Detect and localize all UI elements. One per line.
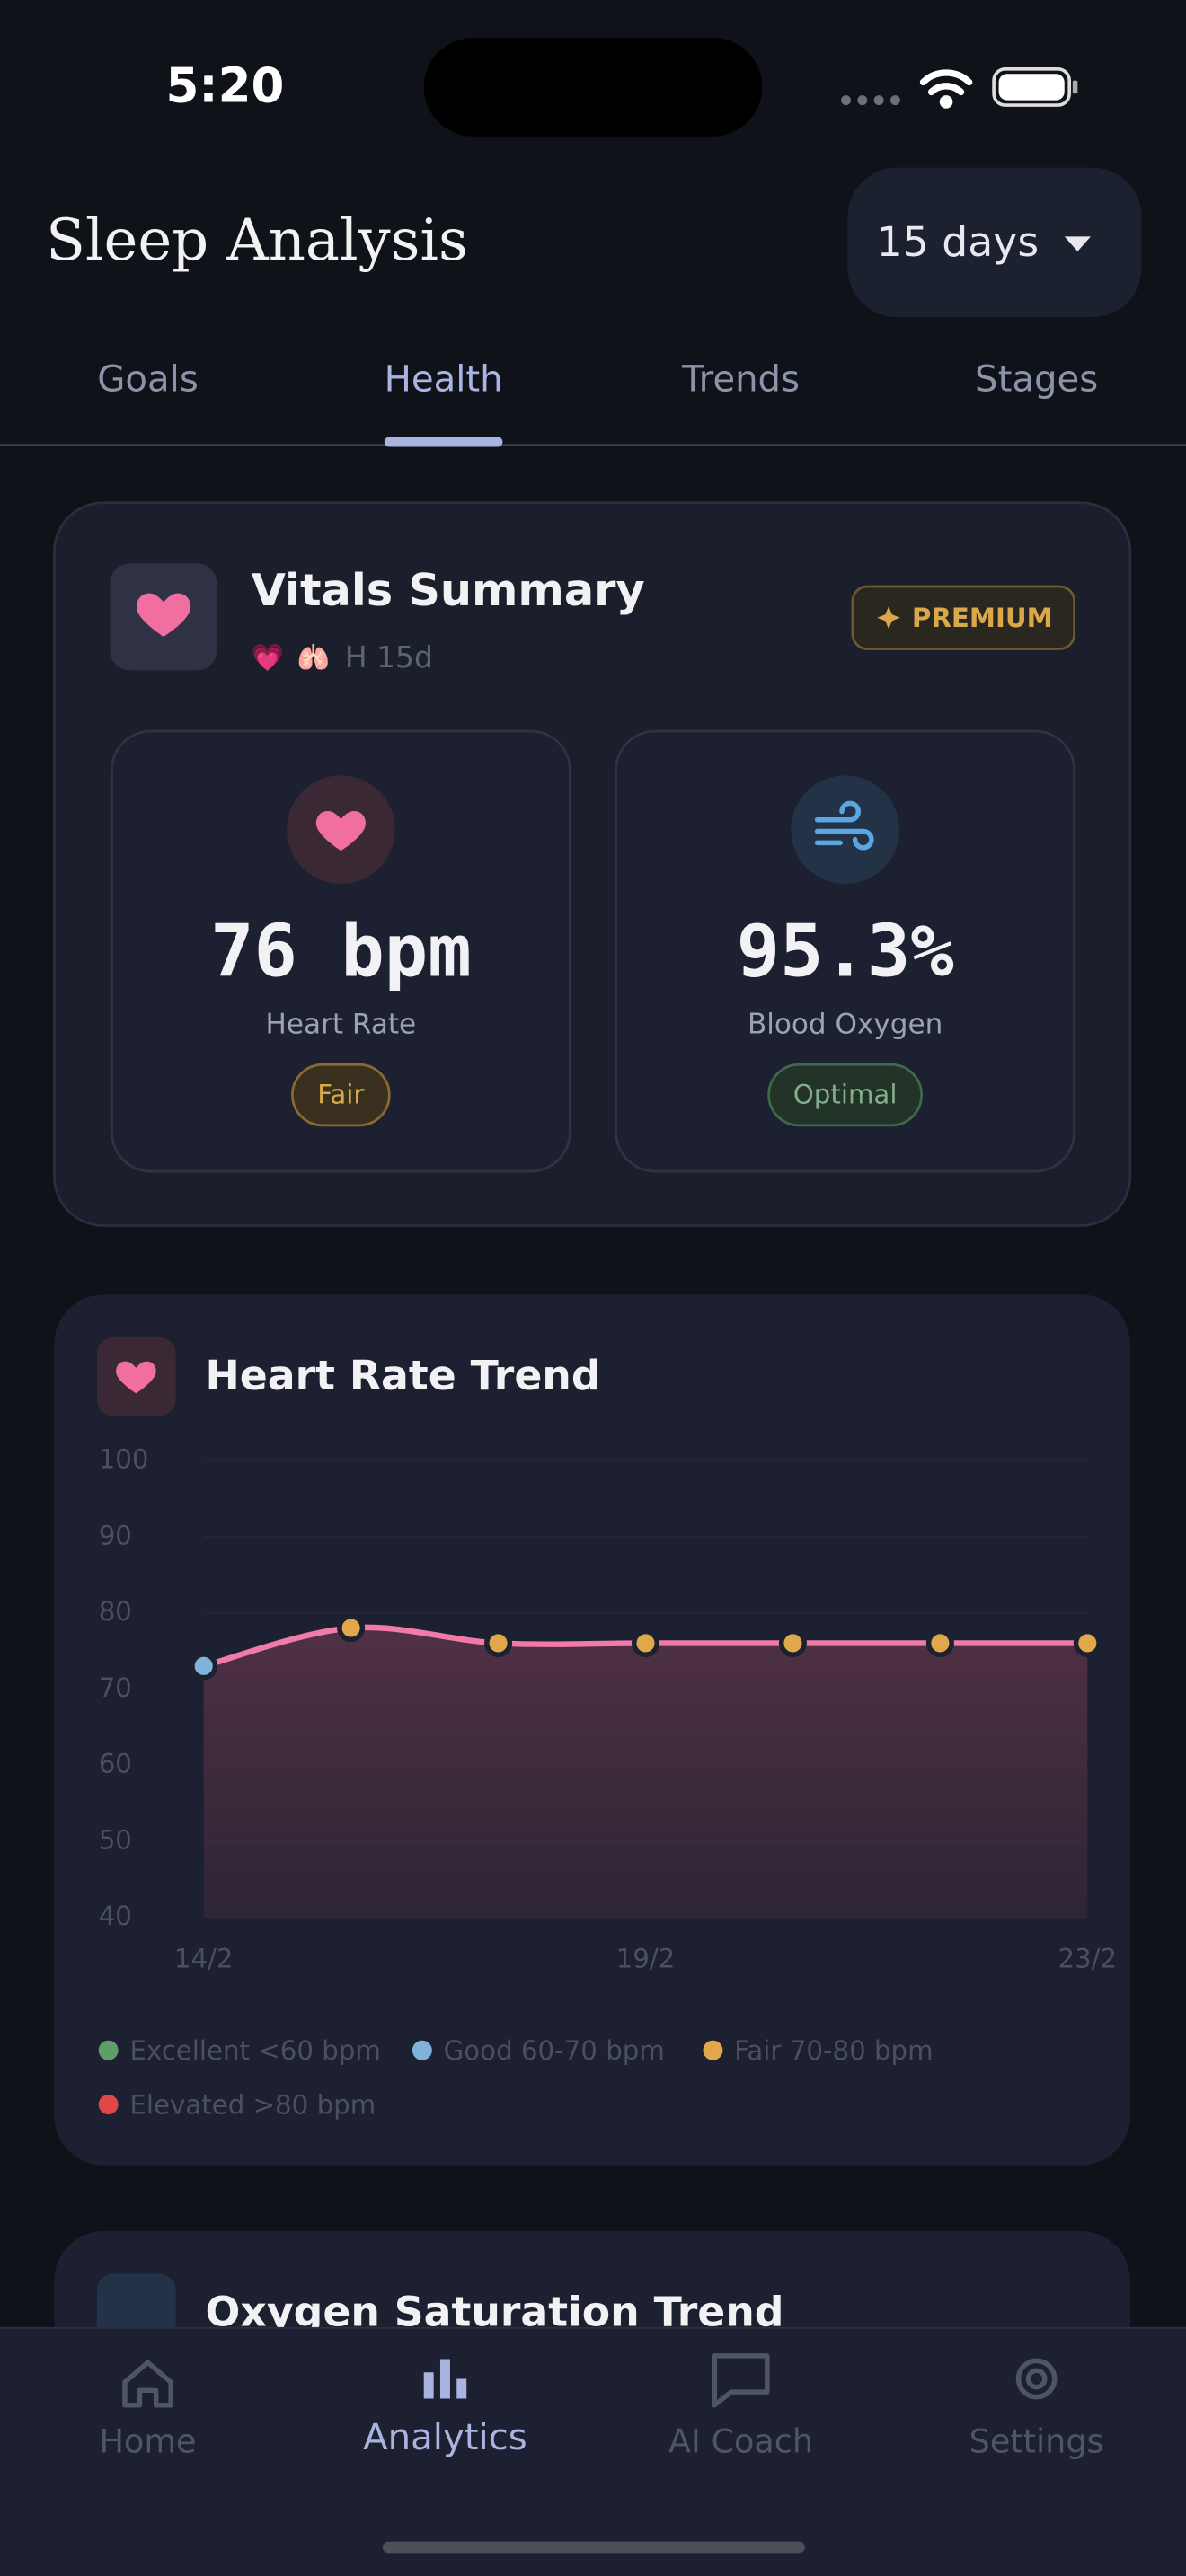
metric-value: 95.3% xyxy=(737,908,954,992)
oxygen-icon-box xyxy=(96,2273,176,2328)
data-point xyxy=(778,1628,807,1657)
home-indicator xyxy=(382,2541,805,2554)
nav-label[interactable]: Settings xyxy=(969,2422,1104,2460)
sparkle-icon xyxy=(877,605,900,630)
tab-label[interactable]: Goals xyxy=(97,358,199,400)
x-tick-label: 19/2 xyxy=(616,1944,676,1974)
y-tick-label: 40 xyxy=(99,1901,132,1931)
vitals-icon: 🫁 xyxy=(297,642,330,673)
legend-label: Excellent <60 bpm xyxy=(129,2035,380,2066)
metric-label: Blood Oxygen xyxy=(748,1008,943,1040)
y-tick-label: 80 xyxy=(99,1596,132,1627)
y-tick-label: 50 xyxy=(99,1824,132,1855)
vitals-icon: 💗 xyxy=(252,642,285,673)
x-tick-label: 14/2 xyxy=(174,1944,234,1974)
nav-icon[interactable] xyxy=(122,2360,173,2408)
range-dropdown[interactable]: 15 days xyxy=(847,167,1142,318)
legend-swatch xyxy=(703,2040,723,2060)
data-point xyxy=(337,1613,366,1643)
legend-label: Elevated >80 bpm xyxy=(129,2089,376,2120)
dynamic-island xyxy=(423,38,763,137)
data-point xyxy=(484,1628,513,1657)
nav-bar xyxy=(0,2327,1186,2576)
metric-label: Heart Rate xyxy=(266,1008,417,1040)
legend-swatch xyxy=(98,2040,119,2060)
y-tick-label: 60 xyxy=(99,1749,132,1779)
nav-label[interactable]: AI Coach xyxy=(668,2422,813,2460)
page-title: Sleep Analysis xyxy=(46,207,468,274)
metric-card xyxy=(110,729,571,1173)
area-fill xyxy=(203,1627,1088,1918)
y-tick-label: 100 xyxy=(99,1444,149,1475)
wifi-icon xyxy=(919,69,973,109)
battery-icon xyxy=(992,66,1078,107)
nav-label[interactable]: Analytics xyxy=(363,2417,527,2458)
tab-label[interactable]: Trends xyxy=(681,358,800,400)
y-tick-label: 70 xyxy=(99,1672,132,1703)
chart-title: Heart Rate Trend xyxy=(206,1352,601,1399)
data-point xyxy=(925,1628,954,1657)
vitals-title: Vitals Summary xyxy=(252,564,645,616)
dropdown-label[interactable]: 15 days xyxy=(877,218,1040,266)
nav-icon[interactable] xyxy=(423,2359,467,2399)
nav-icon[interactable] xyxy=(1015,2358,1058,2400)
legend-swatch xyxy=(98,2095,119,2115)
vitals-subtitle: H 15d xyxy=(345,640,433,675)
premium-label: PREMIUM xyxy=(912,603,1053,633)
wind-icon xyxy=(814,800,874,851)
legend-swatch xyxy=(412,2040,432,2060)
legend-label: Fair 70-80 bpm xyxy=(734,2035,933,2066)
nav-label[interactable]: Home xyxy=(100,2422,197,2460)
status-label: Fair xyxy=(317,1079,365,1109)
status-time: 5:20 xyxy=(166,57,285,113)
oxygen-card-title: Oxygen Saturation Trend xyxy=(206,2289,784,2336)
dropdown-caret[interactable] xyxy=(1064,236,1091,251)
oxygen-card xyxy=(54,2230,1130,2328)
data-point xyxy=(190,1652,218,1681)
premium-badge xyxy=(851,585,1076,650)
data-point xyxy=(1073,1628,1102,1657)
legend-label: Good 60-70 bpm xyxy=(444,2035,665,2066)
tab-label[interactable]: Health xyxy=(385,358,503,400)
signal-icon xyxy=(841,95,900,106)
data-point xyxy=(631,1628,660,1657)
metric-card xyxy=(615,729,1076,1173)
tab-label[interactable]: Stages xyxy=(975,358,1098,400)
nav-icon[interactable] xyxy=(712,2353,770,2408)
dropdown-bg[interactable] xyxy=(847,167,1142,318)
status-pill xyxy=(291,1063,391,1127)
x-tick-label: 23/2 xyxy=(1058,1944,1117,1974)
status-pill xyxy=(767,1063,924,1127)
status-label: Optimal xyxy=(793,1079,898,1109)
tab-indicator xyxy=(384,437,503,447)
y-tick-label: 90 xyxy=(99,1520,132,1550)
metric-value: 76 bpm xyxy=(210,908,472,992)
